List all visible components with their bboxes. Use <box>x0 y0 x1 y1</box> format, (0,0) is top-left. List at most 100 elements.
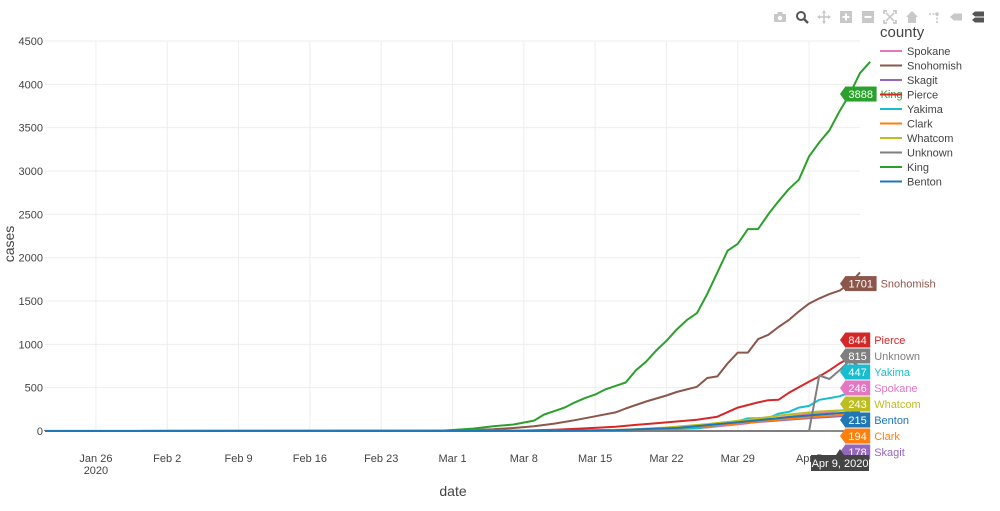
y-tick-label: 0 <box>37 426 43 438</box>
hover-label-pointer <box>840 413 845 427</box>
hover-date-label: Apr 9, 2020 <box>812 458 869 470</box>
x-tick-label: Mar 22 <box>649 453 683 465</box>
hover-label-name: Unknown <box>874 351 920 363</box>
zoom-icon[interactable] <box>792 9 811 25</box>
hover-label-value: 246 <box>848 383 866 395</box>
hover-label-pierce: 844 Pierce <box>840 332 905 348</box>
series-line-king[interactable] <box>44 61 871 432</box>
home-icon[interactable] <box>902 9 921 25</box>
x-tick-sublabel: 2020 <box>84 465 108 477</box>
hover-label-value: 844 <box>848 335 866 347</box>
zoom-out-icon[interactable] <box>858 9 877 25</box>
legend-label: Yakima <box>907 104 944 116</box>
legend-item-spokane[interactable]: Spokane <box>880 46 950 58</box>
autoscale-icon[interactable] <box>880 9 899 25</box>
series-line-pierce[interactable] <box>44 355 861 432</box>
legend-item-whatcom[interactable]: Whatcom <box>880 133 953 145</box>
legend-item-yakima[interactable]: Yakima <box>880 104 944 116</box>
legend-item-benton[interactable]: Benton <box>880 177 942 189</box>
y-tick-label: 1000 <box>19 339 43 351</box>
legend-item-snohomish[interactable]: Snohomish <box>880 61 962 73</box>
hover-label-bg <box>845 380 871 396</box>
hover-label-name: Snohomish <box>881 279 936 291</box>
modebar <box>770 9 987 25</box>
hover-label-pointer <box>840 333 845 347</box>
series-lines[interactable] <box>44 61 871 432</box>
spike-lines-icon[interactable] <box>924 9 943 25</box>
x-axis-title: date <box>439 483 466 499</box>
hover-label-value: 1701 <box>849 279 873 291</box>
y-tick-label: 3000 <box>19 166 43 178</box>
legend-item-skagit[interactable]: Skagit <box>880 75 938 87</box>
hover-label-pointer <box>840 276 845 291</box>
series-line-benton[interactable] <box>44 410 861 432</box>
hover-label-pointer <box>840 429 845 443</box>
x-tick-label: Mar 8 <box>510 453 538 465</box>
pan-icon[interactable] <box>814 9 833 25</box>
hover-label-snohomish: 1701 Snohomish <box>840 276 936 292</box>
y-tick-label: 2000 <box>19 253 43 265</box>
legend-item-pierce[interactable]: Pierce <box>880 90 938 102</box>
x-tick-label: Mar 1 <box>438 453 466 465</box>
hover-label-benton: 215 Benton <box>840 412 909 428</box>
legend-label: Skagit <box>907 75 938 87</box>
hover-label-clark: 194 Clark <box>840 428 900 444</box>
hover-label-bg <box>845 348 871 364</box>
legend-item-king[interactable]: King <box>880 162 929 174</box>
hover-label-name: Clark <box>874 431 900 443</box>
x-tick-label: Feb 2 <box>153 453 181 465</box>
hover-label-bg <box>845 396 871 412</box>
y-tick-label: 2500 <box>19 209 43 221</box>
legend-title: county <box>880 24 925 41</box>
camera-icon[interactable] <box>770 9 789 25</box>
hover-label-pointer <box>840 397 845 411</box>
series-line-snohomish[interactable] <box>44 271 861 432</box>
hover-label-pointer <box>840 349 845 363</box>
hover-label-bg <box>845 428 871 444</box>
y-axis-ticks: 0 500 1000 1500 2000 2500 3000 3500 4000 4500 <box>19 36 43 438</box>
legend-label: Whatcom <box>907 133 953 145</box>
legend-item-clark[interactable]: Clark <box>880 119 933 131</box>
hover-date-badge: Apr 9, 2020 <box>811 449 869 471</box>
hover-closest-icon[interactable] <box>946 9 965 25</box>
hover-label-value: 3888 <box>849 89 873 101</box>
y-tick-label: 4500 <box>19 36 43 48</box>
legend-label: Clark <box>907 119 933 131</box>
hover-label-whatcom: 243 Whatcom <box>840 396 921 412</box>
hover-label-bg <box>845 412 871 428</box>
hover-label-value: 194 <box>848 431 866 443</box>
hover-label-name: Pierce <box>874 335 905 347</box>
legend-label: Unknown <box>907 148 953 160</box>
hover-label-unknown: 815 Unknown <box>840 348 920 364</box>
x-tick-label: Feb 16 <box>293 453 327 465</box>
x-tick-label: Jan 26 <box>79 453 112 465</box>
hover-label-pointer <box>840 87 845 102</box>
hover-label-yakima: 447 Yakima <box>840 364 911 380</box>
legend-label: King <box>907 162 929 174</box>
gridlines <box>45 40 860 431</box>
zoom-in-icon[interactable] <box>836 9 855 25</box>
hover-label-name: Spokane <box>874 383 917 395</box>
hover-label-bg <box>845 86 877 102</box>
y-tick-label: 4000 <box>19 79 43 91</box>
hover-label-pointer <box>840 381 845 395</box>
y-tick-label: 1500 <box>19 296 43 308</box>
hover-label-value: 447 <box>848 367 866 379</box>
hover-label-bg <box>845 276 877 292</box>
legend-label: Pierce <box>907 90 938 102</box>
hover-label-value: 243 <box>848 399 866 411</box>
x-tick-label: Feb 23 <box>364 453 398 465</box>
x-tick-label: Mar 29 <box>721 453 755 465</box>
legend-label: Spokane <box>907 46 950 58</box>
hover-label-name: Whatcom <box>874 399 920 411</box>
legend-item-unknown[interactable]: Unknown <box>880 148 953 160</box>
hover-date-bg <box>811 455 869 471</box>
legend: Spokane Snohomish Skagit Pierce Yakima Clark W… <box>880 46 962 189</box>
x-tick-label: Mar 15 <box>578 453 612 465</box>
y-tick-label: 3500 <box>19 123 43 135</box>
hover-label-name: Yakima <box>874 367 911 379</box>
hover-label-spokane: 246 Spokane <box>840 380 918 396</box>
hover-compare-icon[interactable] <box>968 9 987 25</box>
